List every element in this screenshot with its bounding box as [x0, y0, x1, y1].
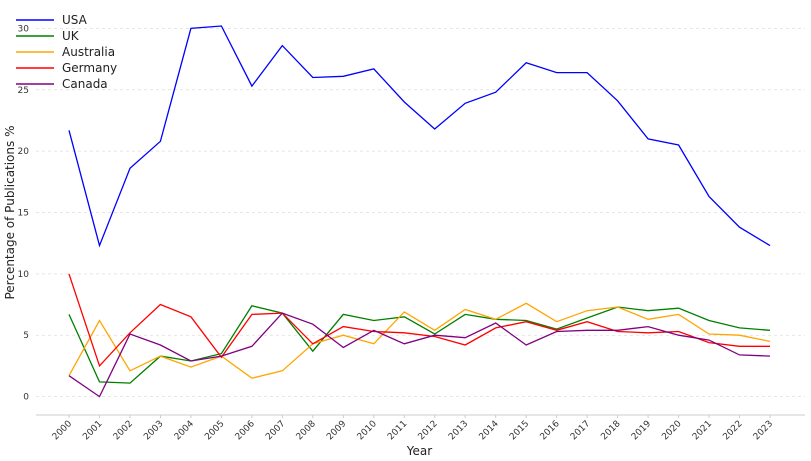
y-tick-label: 15	[18, 209, 29, 219]
x-tick-label: 2011	[386, 419, 409, 442]
series-line-canada	[68, 312, 771, 398]
series-line-usa	[68, 25, 771, 248]
x-tick-label: 2018	[599, 419, 622, 442]
series-line-germany	[68, 273, 770, 368]
x-tick-label: 2007	[264, 419, 287, 442]
x-tick-label: 2004	[173, 419, 196, 442]
legend-label: Germany	[62, 61, 117, 75]
y-tick-label: 0	[23, 393, 29, 403]
legend-label: USA	[62, 13, 88, 27]
x-tick-label: 2013	[447, 419, 470, 442]
x-tick-label: 2012	[417, 419, 440, 442]
y-tick-label: 5	[23, 331, 29, 341]
legend-label: UK	[62, 29, 80, 43]
series-line-uk	[68, 305, 771, 384]
x-tick-label: 2019	[630, 419, 653, 442]
y-axis-ticks: 0 5 10 15 20 25 30	[18, 24, 30, 402]
x-tick-label: 2001	[81, 419, 104, 442]
x-tick-label: 2022	[721, 419, 744, 442]
x-tick-label: 2005	[203, 419, 226, 442]
legend-label: Australia	[62, 45, 115, 59]
legend-label: Canada	[62, 77, 108, 91]
x-tick-label: 2016	[539, 419, 562, 442]
x-tick-label: 2021	[691, 419, 714, 442]
x-axis-title: Year	[406, 444, 432, 458]
x-tick-label: 2002	[112, 419, 135, 442]
x-tick-label: 2010	[356, 419, 379, 442]
x-tick-label: 2015	[508, 419, 531, 442]
y-tick-label: 25	[18, 86, 29, 96]
y-axis-title: Percentage of Publications %	[3, 125, 17, 299]
y-tick-label: 30	[18, 24, 30, 34]
x-tick-label: 2006	[234, 419, 257, 442]
y-tick-label: 20	[18, 147, 30, 157]
x-axis-ticks: 2000 2001 2002 2003 2004 2005 2006 2007 2008 2009…	[51, 415, 775, 442]
x-tick-label: 2017	[569, 419, 592, 442]
x-tick-label: 2023	[752, 419, 775, 442]
x-tick-label: 2000	[51, 419, 74, 442]
series-line-australia	[68, 302, 771, 379]
y-tick-label: 10	[18, 270, 30, 280]
x-tick-label: 2020	[660, 419, 683, 442]
x-tick-label: 2003	[142, 419, 165, 442]
series-lines	[68, 25, 771, 398]
x-tick-label: 2014	[478, 419, 501, 442]
legend: USA UK Australia Germany Canada	[16, 13, 117, 91]
x-tick-label: 2008	[295, 419, 318, 442]
x-tick-label: 2009	[325, 419, 348, 442]
